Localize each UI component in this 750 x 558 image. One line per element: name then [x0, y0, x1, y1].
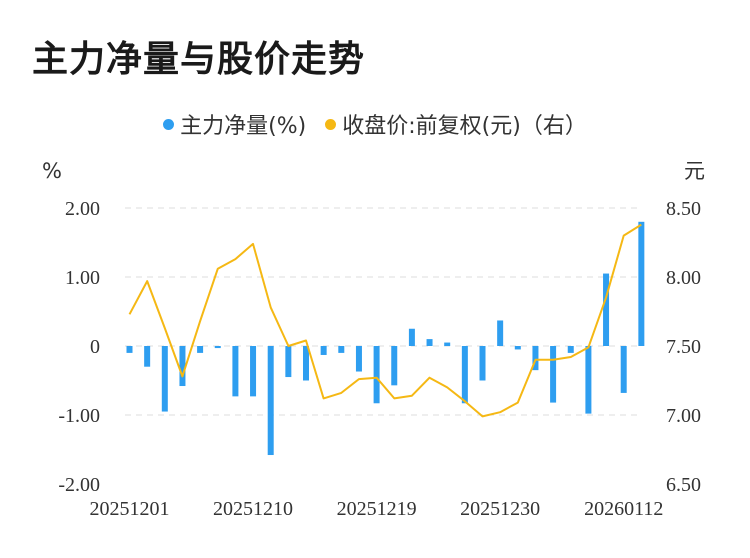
right-tick-label: 8.00 [666, 267, 701, 289]
x-axis-ticks: 20251201 20251210 20251219 20251230 20260112 [90, 498, 664, 520]
right-axis-ticks: 8.50 8.00 7.50 7.00 6.50 [666, 198, 701, 496]
bar [320, 346, 327, 355]
bar [197, 346, 204, 353]
chart-title: 主力净量与股价走势 [32, 39, 366, 80]
line-series-dot-icon [325, 118, 337, 130]
bar [338, 346, 345, 353]
left-tick-label: 0 [90, 336, 100, 358]
bar [444, 342, 451, 346]
bar-series [126, 221, 645, 456]
bar [161, 346, 168, 412]
bar [550, 346, 557, 403]
bar [408, 328, 415, 346]
bar [620, 346, 627, 393]
bar [373, 346, 380, 404]
price-line [128, 223, 642, 418]
x-tick-label: 20260112 [584, 498, 663, 520]
bar [585, 346, 592, 414]
right-tick-label: 7.00 [666, 405, 701, 427]
bar [638, 221, 645, 346]
bar [461, 346, 468, 404]
bar-series-dot-icon [163, 118, 175, 130]
bar [603, 273, 610, 346]
right-tick-label: 6.50 [666, 474, 701, 496]
left-tick-label: -1.00 [58, 405, 100, 427]
bar [250, 346, 257, 397]
chart-legend: 主力净量(%) 收盘价:前复权(元)（右） [0, 108, 750, 140]
bar [179, 346, 186, 387]
bar [303, 346, 309, 381]
legend-item-bar[interactable]: 主力净量(%) [163, 108, 306, 140]
bar [514, 346, 521, 350]
legend-label-line: 收盘价:前复权(元)（右） [342, 114, 587, 139]
bar [214, 346, 221, 349]
bar [285, 346, 292, 378]
bar [391, 346, 398, 386]
x-tick-label: 20251210 [213, 498, 293, 520]
left-tick-label: 1.00 [65, 267, 100, 289]
x-tick-label: 20251219 [337, 498, 417, 520]
legend-item-line[interactable]: 收盘价:前复权(元)（右） [325, 108, 587, 140]
right-tick-label: 8.50 [666, 198, 701, 220]
bar [532, 346, 539, 371]
bar [497, 320, 504, 346]
x-tick-label: 20251201 [90, 498, 170, 520]
left-axis-ticks: 2.00 1.00 0 -1.00 -2.00 [58, 198, 100, 496]
x-tick-label: 20251230 [460, 498, 540, 520]
bar [267, 346, 274, 456]
bar [355, 346, 362, 372]
line-series [128, 223, 642, 418]
bar [126, 346, 133, 353]
left-axis-unit: % [42, 159, 62, 183]
bar [567, 346, 574, 353]
right-tick-label: 7.50 [666, 336, 701, 358]
bar [232, 346, 239, 397]
left-tick-label: 2.00 [65, 198, 100, 220]
bar [426, 339, 433, 346]
right-axis-unit: 元 [684, 159, 705, 183]
left-tick-label: -2.00 [58, 474, 100, 496]
bar [479, 346, 486, 381]
legend-label-bar: 主力净量(%) [180, 114, 307, 139]
bar [144, 346, 151, 367]
